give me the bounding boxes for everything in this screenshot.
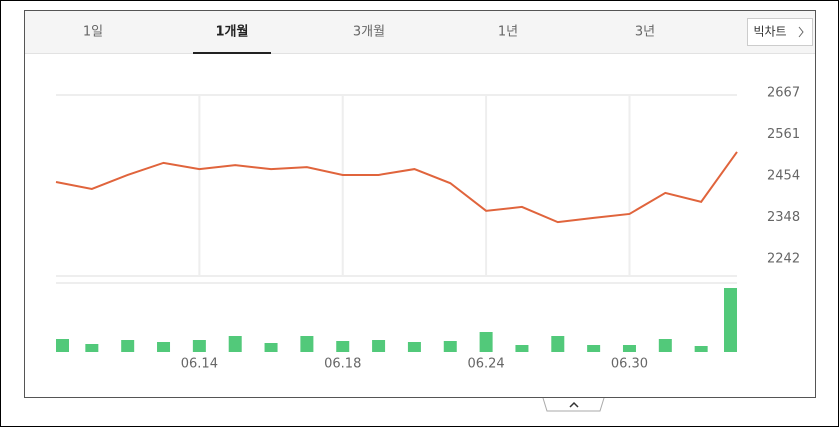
chart-frame xyxy=(24,10,816,398)
volume-bar xyxy=(443,341,457,352)
volume-bar xyxy=(515,345,529,352)
volume-bar xyxy=(724,288,737,352)
volume-bar xyxy=(228,336,242,352)
collapse-caret xyxy=(569,401,579,408)
x-tick-label: 06.14 xyxy=(181,357,218,372)
tab-bar xyxy=(25,11,815,53)
tab-underline xyxy=(193,52,271,54)
tab[interactable]: 1개월 xyxy=(216,24,249,40)
tab[interactable]: 1일 xyxy=(83,25,103,40)
tab[interactable]: 3개월 xyxy=(353,25,385,40)
volume-bar xyxy=(300,336,314,352)
volume-bar xyxy=(157,342,171,352)
y-tick-label: 2242 xyxy=(767,251,800,266)
volume-bar xyxy=(85,344,99,352)
volume-bar xyxy=(694,346,708,352)
volume-bar xyxy=(407,342,421,352)
volume-bar xyxy=(121,340,135,352)
x-tick-label: 06.24 xyxy=(467,357,504,372)
volume-bar xyxy=(336,341,350,352)
x-tick-label: 06.18 xyxy=(324,357,361,372)
price-line xyxy=(55,151,738,224)
big-chart-label[interactable]: 빅차트 xyxy=(753,25,786,39)
y-tick-label: 2667 xyxy=(767,86,800,101)
tab[interactable]: 3년 xyxy=(635,25,655,40)
chevron xyxy=(798,26,804,38)
volume-bar xyxy=(264,343,278,352)
volume-bar xyxy=(56,339,69,352)
volume-bar xyxy=(551,336,565,352)
y-tick-label: 2348 xyxy=(767,210,800,225)
volume-bar xyxy=(479,332,493,352)
volume-bar xyxy=(192,340,206,352)
tab[interactable]: 1년 xyxy=(498,25,518,40)
volume-bar xyxy=(587,345,601,352)
volume-bar xyxy=(658,339,672,352)
x-tick-label: 06.30 xyxy=(611,357,648,372)
volume-bar xyxy=(372,340,386,352)
y-tick-label: 2561 xyxy=(767,127,800,142)
volume-bar xyxy=(622,345,636,352)
y-tick-label: 2454 xyxy=(767,169,800,184)
big-chart-button[interactable] xyxy=(747,18,813,46)
